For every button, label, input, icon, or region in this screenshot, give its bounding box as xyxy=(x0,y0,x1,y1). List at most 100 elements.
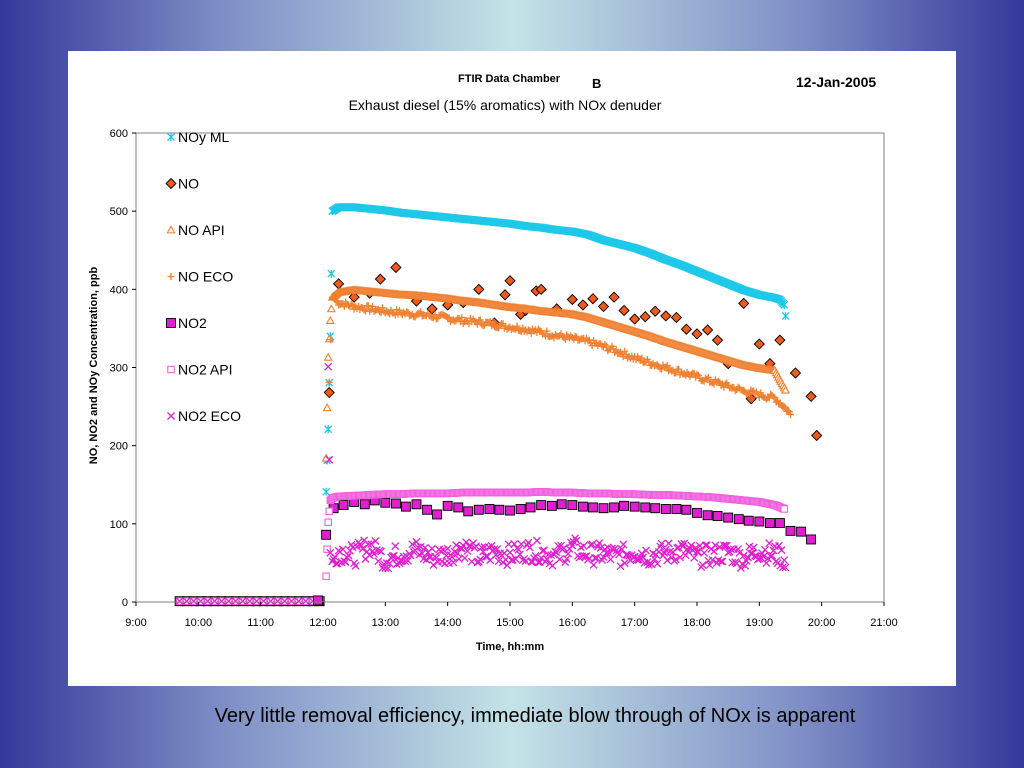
baseline-marker xyxy=(301,597,310,606)
data-point xyxy=(701,324,714,336)
data-point xyxy=(615,550,624,559)
baseline-marker xyxy=(259,597,268,606)
data-point xyxy=(599,552,608,561)
data-point xyxy=(759,552,768,561)
data-point xyxy=(476,316,484,324)
data-point xyxy=(442,500,453,511)
data-point xyxy=(577,299,589,311)
data-point xyxy=(735,548,744,557)
data-point xyxy=(638,354,646,362)
data-point xyxy=(642,546,650,555)
data-point xyxy=(513,322,521,330)
data-point xyxy=(811,429,823,442)
legend-marker xyxy=(167,412,175,420)
data-point xyxy=(704,373,712,381)
data-point xyxy=(323,352,333,361)
data-point xyxy=(660,310,672,322)
data-point xyxy=(657,539,666,548)
data-point xyxy=(592,553,601,562)
data-point xyxy=(589,560,598,569)
data-point xyxy=(608,291,620,303)
data-point xyxy=(351,561,360,570)
chart: 0 100 200 300 400 500 600 9:00 10:00 11:00 12:00 13… xyxy=(88,128,898,653)
data-point xyxy=(421,543,429,552)
data-point xyxy=(650,503,661,514)
data-point xyxy=(612,346,620,354)
data-point xyxy=(702,510,713,521)
data-point xyxy=(338,545,347,554)
x-tick-label: 16:00 xyxy=(559,617,587,629)
baseline-marker xyxy=(273,597,282,606)
data-point xyxy=(774,518,785,529)
series-no2-api xyxy=(322,488,789,580)
data-point xyxy=(422,504,433,515)
data-point xyxy=(764,518,775,529)
data-point xyxy=(332,296,340,304)
data-point xyxy=(639,311,651,323)
data-point xyxy=(403,308,411,316)
data-point xyxy=(358,544,367,553)
data-point xyxy=(408,540,417,549)
baseline-marker xyxy=(182,597,191,606)
data-point xyxy=(504,275,516,287)
data-point xyxy=(325,507,333,516)
data-point xyxy=(536,500,547,511)
data-point xyxy=(464,542,473,551)
y-tick-label: 200 xyxy=(110,441,128,453)
legend-label: NO ECO xyxy=(178,269,233,285)
legend-marker xyxy=(167,133,175,141)
data-point xyxy=(721,541,730,550)
x-tick-label: 13:00 xyxy=(372,617,400,629)
data-point xyxy=(781,563,790,572)
data-point xyxy=(806,534,817,545)
data-point xyxy=(780,505,789,513)
baseline-marker xyxy=(294,597,303,606)
baseline-marker xyxy=(245,597,254,606)
data-point xyxy=(780,300,789,309)
data-point xyxy=(717,557,726,566)
series-noy-ml xyxy=(322,203,790,496)
data-point xyxy=(780,403,788,411)
data-point xyxy=(780,385,791,394)
data-point xyxy=(784,407,792,415)
chart-card: 0 100 200 300 400 500 600 9:00 10:00 11:00 12:00 13… xyxy=(68,51,956,686)
y-tick-label: 600 xyxy=(110,128,128,140)
legend-entry-no2-api: NO2 API xyxy=(167,362,232,378)
data-point xyxy=(671,504,682,514)
legend-marker xyxy=(166,225,176,234)
data-point xyxy=(780,556,789,565)
data-point xyxy=(796,526,807,537)
data-point xyxy=(663,361,671,369)
data-point xyxy=(777,546,786,555)
data-point xyxy=(681,504,692,515)
series-no-api xyxy=(321,285,791,462)
data-point xyxy=(473,504,484,515)
data-point xyxy=(472,542,480,550)
legend-entry-no: NO xyxy=(165,176,199,192)
data-point xyxy=(428,544,437,553)
baseline-marker xyxy=(175,597,184,606)
data-point xyxy=(739,551,748,560)
data-point xyxy=(746,549,755,558)
data-point xyxy=(670,311,683,324)
data-point xyxy=(384,564,393,573)
x-tick-label: 9:00 xyxy=(125,617,146,629)
data-point xyxy=(564,549,573,558)
x-tick-label: 19:00 xyxy=(746,617,774,629)
y-axis-label: NO, NO2 and NOy Concentration, ppb xyxy=(88,267,100,465)
data-point xyxy=(322,487,331,496)
data-point xyxy=(489,318,497,326)
data-point xyxy=(324,518,332,527)
data-point xyxy=(535,283,547,295)
x-tick-label: 20:00 xyxy=(808,617,836,629)
data-point xyxy=(595,539,604,548)
data-point xyxy=(400,501,411,512)
baseline-marker xyxy=(210,597,219,606)
data-point xyxy=(744,390,752,398)
data-point xyxy=(324,425,333,434)
x-tick-label: 18:00 xyxy=(683,617,711,629)
chart-panel-label: B xyxy=(592,76,602,91)
y-tick-label: 0 xyxy=(122,597,128,609)
legend-entry-no2-eco: NO2 ECO xyxy=(167,408,241,424)
data-point xyxy=(325,455,334,464)
